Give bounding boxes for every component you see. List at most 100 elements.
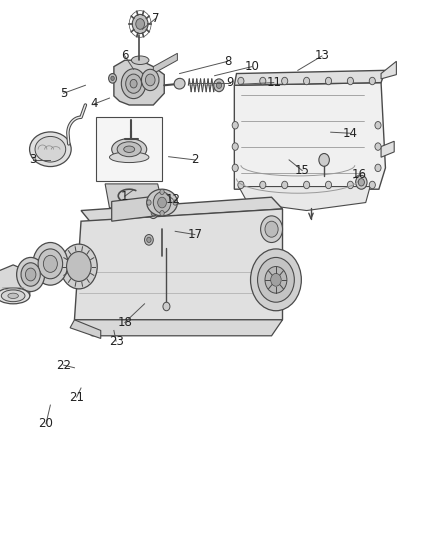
Circle shape (136, 19, 145, 29)
Polygon shape (153, 53, 177, 74)
Circle shape (147, 200, 151, 205)
Circle shape (261, 216, 283, 243)
Circle shape (145, 74, 155, 86)
Text: 15: 15 (295, 164, 310, 177)
Circle shape (25, 268, 36, 281)
Text: 11: 11 (266, 76, 281, 89)
Ellipse shape (35, 136, 66, 162)
Circle shape (163, 302, 170, 311)
Polygon shape (70, 320, 101, 338)
Polygon shape (234, 70, 385, 85)
Text: 4: 4 (90, 98, 98, 110)
Polygon shape (234, 83, 385, 189)
Text: 9: 9 (226, 76, 234, 89)
Text: 13: 13 (314, 50, 329, 62)
Circle shape (67, 252, 91, 281)
Polygon shape (381, 141, 394, 157)
Circle shape (232, 143, 238, 150)
Polygon shape (74, 320, 283, 336)
Text: 5: 5 (60, 87, 67, 100)
Circle shape (173, 200, 177, 205)
Circle shape (158, 197, 166, 208)
Circle shape (130, 79, 137, 88)
Ellipse shape (0, 288, 30, 304)
Ellipse shape (112, 139, 147, 160)
Circle shape (33, 243, 68, 285)
Circle shape (216, 82, 222, 88)
Circle shape (260, 181, 266, 189)
Circle shape (304, 77, 310, 85)
Circle shape (141, 69, 159, 91)
Ellipse shape (131, 56, 149, 64)
Circle shape (260, 77, 266, 85)
Circle shape (21, 263, 40, 286)
Circle shape (121, 69, 146, 99)
Text: 10: 10 (244, 60, 259, 73)
Polygon shape (112, 196, 155, 221)
Text: 1: 1 (121, 190, 129, 203)
Circle shape (369, 181, 375, 189)
Text: 20: 20 (39, 417, 53, 430)
Circle shape (347, 181, 353, 189)
Circle shape (232, 122, 238, 129)
Circle shape (126, 74, 141, 93)
Circle shape (38, 249, 63, 279)
Circle shape (147, 237, 151, 243)
Text: 14: 14 (343, 127, 358, 140)
Circle shape (265, 221, 278, 237)
Circle shape (369, 77, 375, 85)
Polygon shape (381, 61, 396, 79)
Ellipse shape (124, 146, 134, 152)
Circle shape (375, 122, 381, 129)
Circle shape (132, 14, 148, 34)
Circle shape (149, 208, 158, 219)
Ellipse shape (30, 132, 71, 166)
Circle shape (271, 273, 281, 286)
Circle shape (109, 74, 117, 83)
Polygon shape (81, 197, 283, 221)
Text: 16: 16 (352, 168, 367, 181)
Text: 23: 23 (109, 335, 124, 348)
Circle shape (251, 249, 301, 311)
Circle shape (347, 77, 353, 85)
Text: 6: 6 (121, 50, 129, 62)
Circle shape (145, 235, 153, 245)
Ellipse shape (110, 152, 149, 163)
Text: 12: 12 (166, 193, 180, 206)
Circle shape (356, 175, 367, 189)
Circle shape (214, 79, 224, 92)
Bar (96, 117, 162, 181)
Text: 21: 21 (69, 391, 84, 403)
Circle shape (151, 211, 155, 216)
Polygon shape (0, 265, 30, 296)
Text: 8: 8 (224, 55, 231, 68)
Polygon shape (239, 187, 370, 211)
Circle shape (282, 77, 288, 85)
Circle shape (43, 255, 57, 272)
Ellipse shape (174, 78, 185, 89)
Text: 2: 2 (191, 154, 199, 166)
Ellipse shape (8, 293, 18, 298)
Text: 18: 18 (117, 316, 132, 329)
Circle shape (325, 77, 332, 85)
Circle shape (238, 181, 244, 189)
Text: 3: 3 (29, 154, 36, 166)
Text: 17: 17 (187, 228, 202, 241)
Polygon shape (74, 209, 283, 320)
Circle shape (60, 244, 97, 289)
Circle shape (282, 181, 288, 189)
Circle shape (358, 179, 364, 186)
Text: 22: 22 (56, 359, 71, 372)
Text: 7: 7 (152, 12, 159, 25)
Circle shape (375, 143, 381, 150)
Circle shape (160, 211, 164, 216)
Circle shape (153, 192, 171, 213)
Circle shape (111, 76, 114, 80)
Circle shape (325, 181, 332, 189)
Ellipse shape (117, 142, 141, 157)
Circle shape (232, 164, 238, 172)
Polygon shape (105, 184, 162, 208)
Circle shape (160, 189, 164, 195)
Circle shape (304, 181, 310, 189)
Circle shape (265, 266, 287, 293)
